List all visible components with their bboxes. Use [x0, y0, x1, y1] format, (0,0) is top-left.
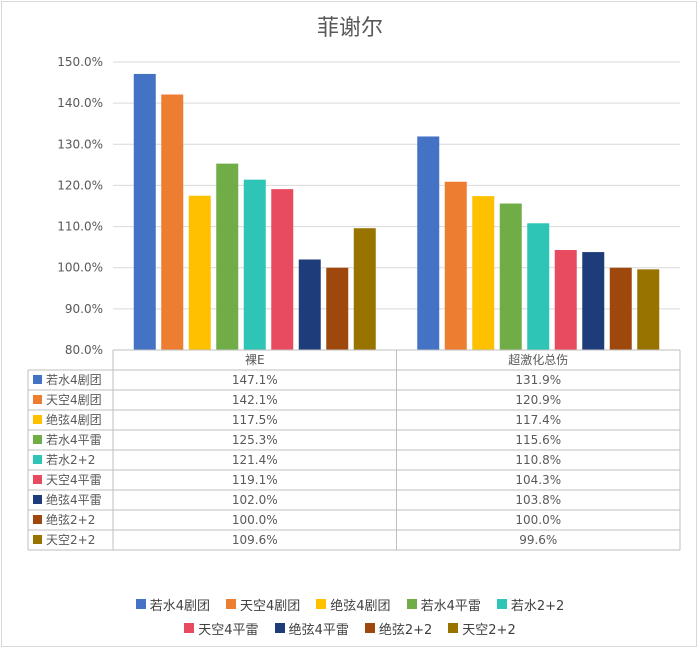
- table-cell-value: 115.6%: [515, 433, 561, 447]
- chart-title: 菲谢尔: [316, 16, 383, 41]
- table-legend-key: [33, 535, 42, 544]
- category-header: 超激化总伤: [508, 352, 568, 367]
- table-cell-value: 117.5%: [232, 413, 278, 427]
- legend-swatch: [448, 623, 459, 633]
- table-series-name: 天空4平雷: [46, 473, 102, 487]
- table-cell-value: 100.0%: [515, 513, 561, 527]
- table-cell-value: 147.1%: [232, 373, 278, 387]
- bar: [353, 228, 376, 350]
- legend-label: 天空4剧团: [240, 598, 301, 614]
- bar: [609, 267, 632, 350]
- table-legend-key: [33, 375, 42, 384]
- legend-swatch: [184, 623, 195, 633]
- table-cell-value: 125.3%: [232, 433, 278, 447]
- bar: [582, 252, 605, 350]
- table-legend-key: [33, 395, 42, 404]
- table-series-name: 若水4剧团: [46, 373, 102, 387]
- legend-item: 若水2+2: [496, 595, 565, 614]
- legend-label: 绝弦4平雷: [288, 622, 349, 638]
- table-cell-value: 99.6%: [519, 533, 557, 547]
- bar: [133, 73, 156, 350]
- bar: [554, 250, 577, 350]
- y-tick-label: 150.0%: [57, 55, 103, 69]
- bar: [472, 196, 495, 350]
- table-series-name: 绝弦2+2: [46, 512, 95, 527]
- legend-item: 天空4平雷: [184, 619, 259, 638]
- legend-label: 天空2+2: [462, 622, 516, 638]
- table-cell-value: 120.9%: [515, 393, 561, 407]
- table-legend-key: [33, 515, 42, 524]
- bar: [216, 163, 239, 350]
- table-legend-key: [33, 435, 42, 444]
- table-cell-value: 100.0%: [232, 513, 278, 527]
- legend-label: 若水2+2: [510, 598, 565, 614]
- legend-item: 若水4剧团: [135, 595, 210, 614]
- legend-label: 若水4平雷: [420, 598, 481, 614]
- y-tick-label: 90.0%: [65, 302, 103, 316]
- legend-item: 天空2+2: [448, 619, 516, 638]
- legend-label: 绝弦4剧团: [330, 598, 391, 614]
- y-tick-label: 110.0%: [57, 220, 103, 234]
- legend-label: 若水4剧团: [149, 598, 210, 614]
- table-cell-value: 121.4%: [232, 453, 278, 467]
- table-cell-value: 110.8%: [515, 453, 561, 467]
- legend-swatch: [406, 599, 417, 609]
- table-series-name: 若水2+2: [46, 453, 95, 467]
- legend-item: 绝弦2+2: [364, 619, 433, 638]
- bar: [161, 94, 184, 350]
- legend-item: 绝弦4剧团: [316, 595, 391, 614]
- y-tick-label: 140.0%: [57, 96, 103, 110]
- legend-row: 天空4平雷 绝弦4平雷 绝弦2+2 天空2+2: [0, 616, 700, 640]
- bar: [243, 179, 266, 350]
- legend-label: 绝弦2+2: [378, 622, 433, 638]
- bar: [298, 259, 321, 350]
- legend-swatch: [135, 599, 146, 609]
- legend-swatch: [226, 599, 236, 609]
- table-legend-key: [33, 495, 42, 504]
- bar: [499, 203, 522, 350]
- table-series-name: 若水4平雷: [46, 433, 102, 447]
- bar: [271, 189, 294, 350]
- y-tick-label: 100.0%: [57, 261, 103, 275]
- table-cell-value: 142.1%: [232, 393, 278, 407]
- y-tick-label: 130.0%: [57, 137, 103, 151]
- table-cell-value: 109.6%: [232, 533, 278, 547]
- legend-item: 天空4剧团: [226, 595, 300, 614]
- table-legend-key: [33, 475, 42, 484]
- table-series-name: 绝弦4剧团: [46, 412, 102, 427]
- chart-legend: 若水4剧团 天空4剧团 绝弦4剧团 若水4平雷 若水2+2 天空4平雷 绝弦4平雷 绝弦2+2…: [0, 592, 700, 640]
- table-legend-key: [33, 455, 42, 464]
- table-cell-value: 103.8%: [515, 493, 561, 507]
- bar: [326, 267, 349, 350]
- table-series-name: 天空2+2: [46, 533, 95, 547]
- category-header: 裸E: [245, 352, 265, 367]
- legend-swatch: [274, 623, 285, 633]
- legend-item: 绝弦4平雷: [274, 619, 349, 638]
- table-cell-value: 131.9%: [515, 373, 561, 387]
- table-cell-value: 117.4%: [515, 413, 561, 427]
- y-tick-label: 120.0%: [57, 178, 103, 192]
- bar: [444, 181, 467, 350]
- legend-row: 若水4剧团 天空4剧团 绝弦4剧团 若水4平雷 若水2+2: [0, 592, 700, 616]
- legend-swatch: [364, 623, 375, 633]
- table-cell-value: 119.1%: [232, 473, 278, 487]
- table-series-name: 绝弦4平雷: [46, 492, 102, 507]
- legend-item: 若水4平雷: [406, 595, 481, 614]
- bar: [188, 195, 211, 350]
- table-cell-value: 104.3%: [515, 473, 561, 487]
- legend-swatch: [316, 599, 327, 609]
- legend-swatch: [496, 599, 507, 609]
- table-legend-key: [33, 415, 42, 424]
- legend-label: 天空4平雷: [198, 622, 259, 638]
- table-cell-value: 102.0%: [232, 493, 278, 507]
- bar: [637, 269, 660, 350]
- bar: [527, 223, 550, 350]
- table-series-name: 天空4剧团: [46, 393, 102, 407]
- bar: [417, 136, 440, 350]
- y-tick-label: 80.0%: [65, 343, 103, 357]
